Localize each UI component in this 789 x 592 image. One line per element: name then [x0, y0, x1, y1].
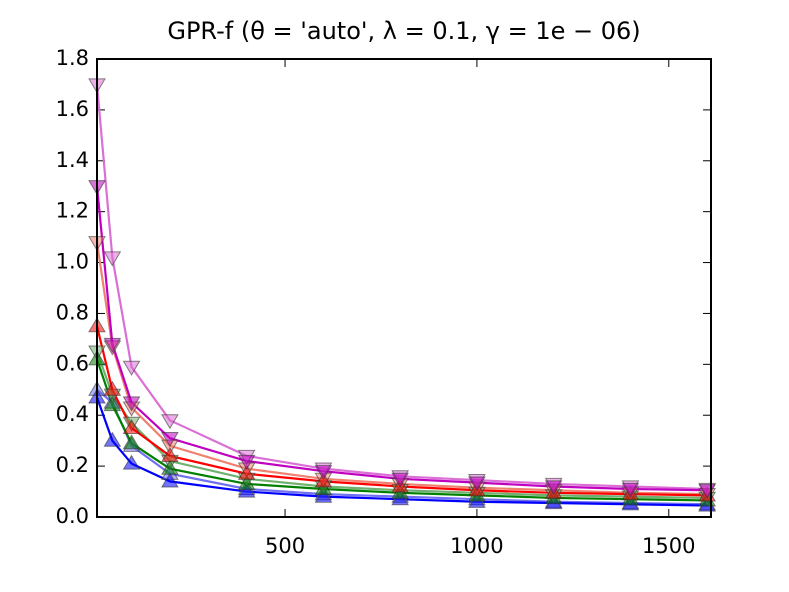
y-tick-label: 1.2	[56, 199, 89, 223]
plot-frame	[96, 58, 712, 518]
marker	[237, 474, 256, 491]
marker	[544, 480, 563, 496]
marker	[122, 396, 141, 412]
marker	[103, 251, 122, 267]
marker	[314, 465, 333, 481]
y-tick-label: 0.4	[56, 402, 89, 426]
marker	[161, 432, 179, 448]
marker	[122, 360, 141, 376]
marker	[161, 472, 179, 488]
marker	[237, 464, 256, 480]
marker	[161, 446, 179, 463]
x-tick-label: 1000	[450, 534, 503, 558]
marker	[161, 459, 179, 475]
marker	[237, 482, 256, 498]
y-tick-label: 0.8	[56, 300, 89, 324]
x-tick-label: 500	[265, 534, 305, 558]
x-tick-label: 1500	[642, 534, 695, 558]
y-tick-label: 1.0	[56, 250, 89, 274]
y-tick-label: 0.6	[56, 351, 89, 375]
marker	[468, 476, 486, 492]
marker	[103, 396, 122, 412]
marker	[122, 434, 141, 450]
marker	[103, 380, 122, 396]
marker	[103, 431, 122, 447]
y-tick-label: 0.2	[56, 453, 89, 477]
y-tick-label: 1.8	[56, 46, 89, 70]
marker	[237, 454, 256, 471]
chart-title: GPR-f (θ = 'auto', λ = 0.1, γ = 1e − 06)	[167, 17, 640, 45]
marker	[122, 454, 141, 470]
marker	[621, 482, 640, 498]
y-tick-label: 1.4	[56, 148, 89, 172]
y-tick-label: 1.6	[56, 97, 89, 121]
y-tick-label: 0.0	[56, 504, 89, 528]
marker	[391, 472, 410, 488]
marker	[103, 337, 122, 353]
marker	[122, 418, 141, 435]
marker	[161, 414, 179, 430]
